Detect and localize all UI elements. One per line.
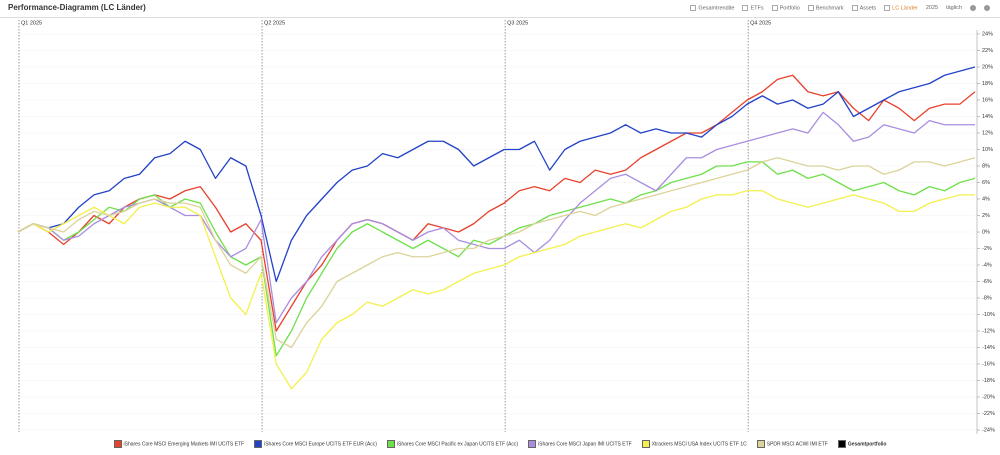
series-line — [17, 111, 975, 324]
toolbar-item[interactable]: Benchmark — [807, 5, 844, 12]
toolbar-label[interactable]: Benchmark — [815, 5, 844, 12]
quarter-label: Q4 2025 — [750, 20, 771, 26]
toolbar: Gesamtrendite ETFs Portfolio Benchmark Asset… — [690, 5, 990, 11]
legend-item[interactable]: iShares Core MSCI Pacific ex Japan UCITS… — [386, 440, 519, 448]
toolbar-label[interactable]: ETFs — [750, 5, 764, 12]
toolbar-item[interactable]: 2025 — [926, 5, 938, 11]
y-tick-label: 14% — [982, 114, 993, 120]
toolbar-item[interactable]: Gesamtrendite — [690, 5, 734, 11]
legend-label[interactable]: Gesamtportfolio — [847, 441, 887, 448]
series-line — [17, 157, 976, 349]
toolbar-item[interactable]: Portfolio — [771, 5, 800, 12]
series-line — [17, 161, 976, 357]
checkbox[interactable] — [742, 5, 749, 11]
checkbox[interactable] — [690, 5, 697, 11]
download-icon[interactable] — [970, 5, 976, 12]
y-tick-label: -4% — [982, 262, 992, 268]
legend-item[interactable]: SPDR MSCI ACWI IMI ETF — [756, 440, 828, 448]
y-tick-label: -22% — [982, 411, 995, 417]
toolbar-item[interactable]: LC Länder — [884, 5, 918, 11]
y-tick-label: 12% — [982, 130, 993, 136]
quarter-label: Q3 2025 — [507, 20, 528, 26]
y-tick-label: 22% — [982, 48, 993, 54]
legend-swatch[interactable] — [837, 440, 846, 448]
y-tick-label: 18% — [982, 81, 993, 87]
checkbox[interactable] — [807, 5, 814, 11]
legend: iShares Core MSCI Emerging Markets IMI U… — [0, 440, 1000, 448]
checkbox[interactable] — [851, 5, 858, 11]
legend-label[interactable]: iShares Core MSCI Pacific ex Japan UCITS… — [396, 441, 519, 448]
toolbar-item[interactable]: ETFs — [742, 5, 764, 12]
series-line — [17, 190, 975, 390]
y-tick-label: 4% — [982, 196, 990, 202]
legend-item[interactable]: Gesamtportfolio — [837, 440, 887, 448]
y-tick-label: 8% — [982, 163, 990, 169]
y-tick-label: 2% — [982, 213, 990, 219]
y-tick-label: -14% — [982, 345, 995, 351]
legend-label[interactable]: Xtrackers MSCI USA Index UCITS ETF 1C — [651, 441, 747, 448]
y-tick-label: -24% — [982, 427, 995, 433]
toolbar-label[interactable]: 2025 — [925, 5, 939, 12]
y-tick-label: -10% — [982, 312, 995, 318]
quarter-label: Q2 2025 — [264, 20, 285, 26]
checkbox[interactable] — [771, 5, 778, 11]
y-tick-label: 0% — [982, 229, 990, 235]
y-tick-label: -16% — [982, 361, 995, 367]
y-tick-label: -8% — [982, 295, 992, 301]
toolbar-label[interactable]: Assets — [859, 5, 877, 12]
legend-swatch[interactable] — [528, 440, 537, 448]
toolbar-label[interactable]: LC Länder — [892, 5, 918, 12]
header: Performance-Diagramm (LC Länder) Gesamtr… — [0, 0, 1000, 18]
y-tick-label: -12% — [982, 328, 995, 334]
legend-label[interactable]: iShares Core MSCI Emerging Markets IMI U… — [123, 441, 245, 448]
series-line — [17, 66, 976, 283]
y-tick-label: 10% — [982, 147, 993, 153]
y-tick-label: -6% — [982, 279, 992, 285]
page-title: Performance-Diagramm (LC Länder) — [8, 3, 146, 12]
y-tick-label: 24% — [982, 31, 993, 37]
legend-item[interactable]: iShares Core MSCI Emerging Markets IMI U… — [113, 440, 245, 448]
legend-swatch[interactable] — [113, 440, 122, 448]
y-tick-label: -2% — [982, 246, 992, 252]
series-line — [17, 74, 976, 332]
checkbox[interactable] — [884, 5, 891, 11]
y-tick-label: 6% — [982, 180, 990, 186]
chart: 24% 22% 20% 18% 16% 14% 12% 10% 8% 6% 4% 2% 0% -2% -4%… — [17, 20, 995, 434]
settings-icon[interactable] — [984, 5, 990, 12]
legend-swatch[interactable] — [756, 440, 765, 448]
legend-swatch[interactable] — [641, 440, 650, 448]
legend-label[interactable]: SPDR MSCI ACWI IMI ETF — [766, 441, 828, 448]
toolbar-label[interactable]: Gesamtrendite — [698, 5, 735, 12]
legend-label[interactable]: iShares Core MSCI Japan IMI UCITS ETF — [538, 441, 632, 448]
toolbar-item[interactable]: Assets — [851, 5, 877, 12]
y-tick-label: -18% — [982, 378, 995, 384]
legend-item[interactable]: iShares Core MSCI Japan IMI UCITS ETF — [528, 440, 632, 448]
toolbar-label[interactable]: Portfolio — [779, 5, 800, 12]
y-tick-label: 20% — [982, 64, 993, 70]
toolbar-label[interactable]: täglich — [946, 5, 962, 12]
y-tick-label: -20% — [982, 394, 995, 400]
legend-swatch[interactable] — [254, 440, 263, 448]
quarter-label: Q1 2025 — [21, 20, 42, 26]
legend-label[interactable]: iShares Core MSCI Europe UCITS ETF EUR (… — [264, 441, 377, 448]
toolbar-item[interactable]: täglich — [946, 5, 962, 11]
legend-swatch[interactable] — [386, 440, 395, 448]
y-tick-label: 16% — [982, 97, 993, 103]
legend-item[interactable]: iShares Core MSCI Europe UCITS ETF EUR (… — [254, 440, 377, 448]
legend-item[interactable]: Xtrackers MSCI USA Index UCITS ETF 1C — [641, 440, 747, 448]
